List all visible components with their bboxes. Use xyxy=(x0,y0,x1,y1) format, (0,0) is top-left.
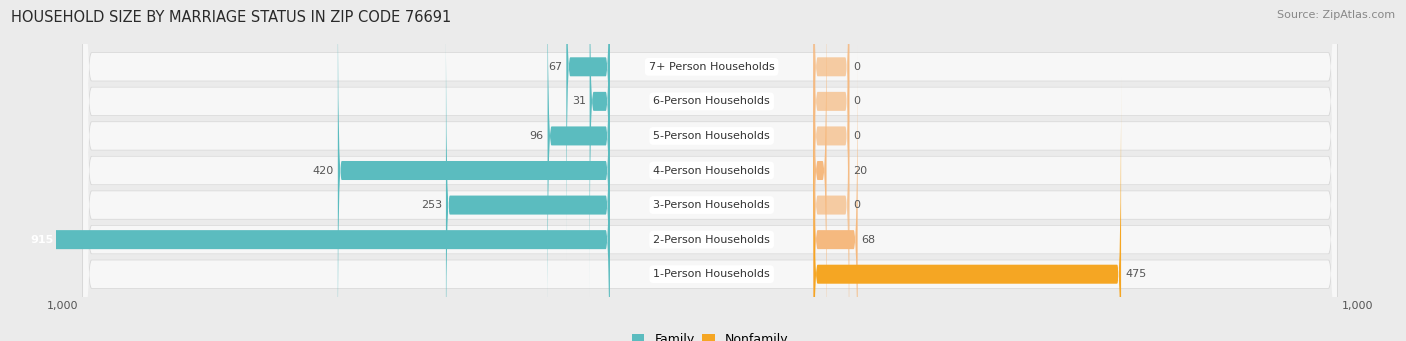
FancyBboxPatch shape xyxy=(83,0,1337,341)
Text: 68: 68 xyxy=(862,235,876,244)
FancyBboxPatch shape xyxy=(82,0,1339,341)
Text: 0: 0 xyxy=(853,131,860,141)
Text: 0: 0 xyxy=(853,97,860,106)
Text: 475: 475 xyxy=(1125,269,1146,279)
Text: 0: 0 xyxy=(853,200,860,210)
FancyBboxPatch shape xyxy=(82,0,1339,341)
FancyBboxPatch shape xyxy=(82,0,1339,341)
Text: 4-Person Households: 4-Person Households xyxy=(654,165,770,176)
Text: 67: 67 xyxy=(548,62,562,72)
Text: 2-Person Households: 2-Person Households xyxy=(654,235,770,244)
FancyBboxPatch shape xyxy=(814,7,849,341)
Legend: Family, Nonfamily: Family, Nonfamily xyxy=(631,333,789,341)
FancyBboxPatch shape xyxy=(83,0,1337,341)
FancyBboxPatch shape xyxy=(82,0,1339,341)
FancyBboxPatch shape xyxy=(83,0,1337,341)
FancyBboxPatch shape xyxy=(83,0,1337,341)
Text: 7+ Person Households: 7+ Person Households xyxy=(648,62,775,72)
FancyBboxPatch shape xyxy=(82,0,1339,341)
Text: 31: 31 xyxy=(572,97,586,106)
FancyBboxPatch shape xyxy=(814,0,849,299)
Text: 6-Person Households: 6-Person Households xyxy=(654,97,770,106)
Text: 915: 915 xyxy=(31,235,53,244)
FancyBboxPatch shape xyxy=(446,7,610,341)
Text: 20: 20 xyxy=(853,165,868,176)
Text: 0: 0 xyxy=(853,62,860,72)
Text: HOUSEHOLD SIZE BY MARRIAGE STATUS IN ZIP CODE 76691: HOUSEHOLD SIZE BY MARRIAGE STATUS IN ZIP… xyxy=(11,10,451,25)
Text: 420: 420 xyxy=(312,165,335,176)
Text: 253: 253 xyxy=(420,200,441,210)
FancyBboxPatch shape xyxy=(17,42,610,341)
FancyBboxPatch shape xyxy=(83,0,1337,341)
FancyBboxPatch shape xyxy=(547,0,610,334)
Text: 1-Person Households: 1-Person Households xyxy=(654,269,770,279)
FancyBboxPatch shape xyxy=(814,0,849,265)
Text: 5-Person Households: 5-Person Households xyxy=(654,131,770,141)
Text: 3-Person Households: 3-Person Households xyxy=(654,200,770,210)
Text: 96: 96 xyxy=(530,131,544,141)
FancyBboxPatch shape xyxy=(814,42,858,341)
FancyBboxPatch shape xyxy=(83,0,1337,341)
FancyBboxPatch shape xyxy=(814,0,827,341)
FancyBboxPatch shape xyxy=(589,0,610,299)
FancyBboxPatch shape xyxy=(82,0,1339,341)
FancyBboxPatch shape xyxy=(567,0,610,265)
FancyBboxPatch shape xyxy=(814,76,1121,341)
FancyBboxPatch shape xyxy=(814,0,849,334)
FancyBboxPatch shape xyxy=(83,0,1337,341)
FancyBboxPatch shape xyxy=(337,0,610,341)
Text: Source: ZipAtlas.com: Source: ZipAtlas.com xyxy=(1277,10,1395,20)
FancyBboxPatch shape xyxy=(82,0,1339,341)
